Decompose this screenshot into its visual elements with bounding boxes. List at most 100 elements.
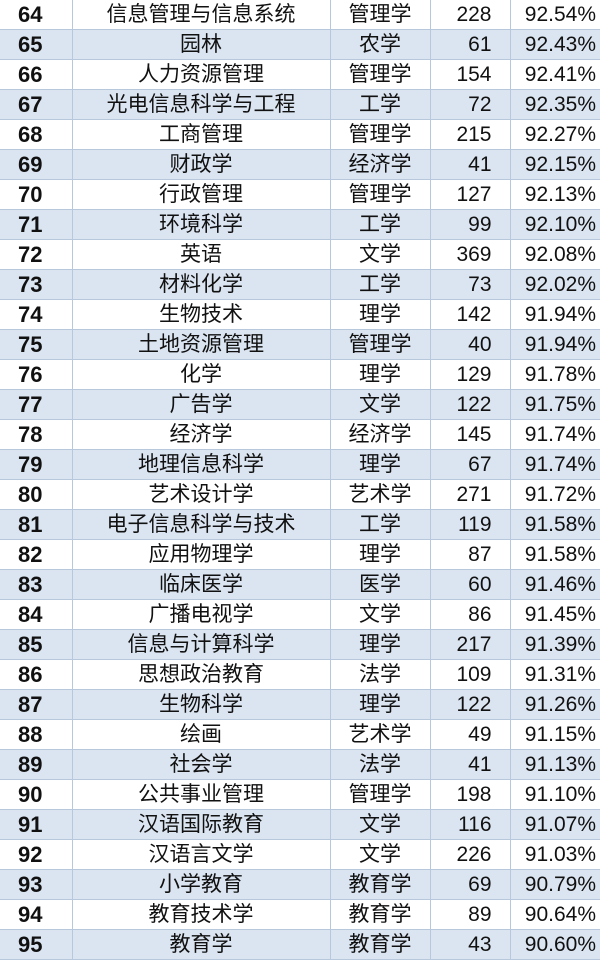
rank-cell: 84 [0, 599, 73, 630]
rank-cell: 77 [0, 389, 73, 420]
count-cell: 72 [430, 89, 511, 120]
rate-cell: 91.58% [510, 539, 600, 570]
rank-cell: 79 [0, 449, 73, 480]
category-cell: 文学 [330, 809, 431, 840]
rate-cell: 91.94% [510, 329, 600, 360]
major-cell: 绘画 [72, 719, 331, 750]
rate-cell: 91.45% [510, 599, 600, 630]
major-cell: 人力资源管理 [72, 59, 331, 90]
major-cell: 材料化学 [72, 269, 331, 300]
rate-cell: 92.15% [510, 149, 600, 180]
rank-cell: 82 [0, 539, 73, 570]
rate-cell: 91.03% [510, 839, 600, 870]
rate-cell: 91.26% [510, 689, 600, 720]
major-cell: 生物科学 [72, 689, 331, 720]
rate-cell: 92.41% [510, 59, 600, 90]
count-cell: 271 [430, 479, 511, 510]
rank-cell: 85 [0, 629, 73, 660]
major-cell: 地理信息科学 [72, 449, 331, 480]
table-row: 91 汉语国际教育 文学 116 91.07% [0, 809, 600, 840]
category-cell: 艺术学 [330, 719, 431, 750]
category-cell: 理学 [330, 629, 431, 660]
category-cell: 工学 [330, 269, 431, 300]
table-row: 85 信息与计算科学 理学 217 91.39% [0, 629, 600, 660]
rank-cell: 66 [0, 59, 73, 90]
major-cell: 广播电视学 [72, 599, 331, 630]
count-cell: 89 [430, 899, 511, 930]
category-cell: 艺术学 [330, 479, 431, 510]
table-row: 92 汉语言文学 文学 226 91.03% [0, 839, 600, 870]
category-cell: 经济学 [330, 149, 431, 180]
major-cell: 行政管理 [72, 179, 331, 210]
count-cell: 49 [430, 719, 511, 750]
major-cell: 小学教育 [72, 869, 331, 900]
count-cell: 122 [430, 389, 511, 420]
category-cell: 理学 [330, 689, 431, 720]
major-cell: 汉语国际教育 [72, 809, 331, 840]
major-cell: 生物技术 [72, 299, 331, 330]
count-cell: 86 [430, 599, 511, 630]
rank-cell: 90 [0, 779, 73, 810]
major-cell: 园林 [72, 29, 331, 60]
major-cell: 信息与计算科学 [72, 629, 331, 660]
rate-cell: 91.10% [510, 779, 600, 810]
rank-cell: 92 [0, 839, 73, 870]
rank-cell: 78 [0, 419, 73, 450]
table-row: 73 材料化学 工学 73 92.02% [0, 269, 600, 300]
count-cell: 226 [430, 839, 511, 870]
major-cell: 教育技术学 [72, 899, 331, 930]
count-cell: 369 [430, 239, 511, 270]
major-cell: 财政学 [72, 149, 331, 180]
category-cell: 理学 [330, 299, 431, 330]
rate-cell: 91.74% [510, 419, 600, 450]
rate-cell: 92.54% [510, 0, 600, 30]
count-cell: 116 [430, 809, 511, 840]
rate-cell: 92.13% [510, 179, 600, 210]
category-cell: 医学 [330, 569, 431, 600]
rate-cell: 92.02% [510, 269, 600, 300]
count-cell: 99 [430, 209, 511, 240]
table-row: 93 小学教育 教育学 69 90.79% [0, 869, 600, 900]
rate-cell: 91.39% [510, 629, 600, 660]
rank-cell: 94 [0, 899, 73, 930]
table-row: 95 教育学 教育学 43 90.60% [0, 929, 600, 960]
major-cell: 艺术设计学 [72, 479, 331, 510]
major-cell: 信息管理与信息系统 [72, 0, 331, 30]
count-cell: 119 [430, 509, 511, 540]
category-cell: 管理学 [330, 179, 431, 210]
major-cell: 应用物理学 [72, 539, 331, 570]
category-cell: 管理学 [330, 119, 431, 150]
count-cell: 145 [430, 419, 511, 450]
category-cell: 工学 [330, 89, 431, 120]
category-cell: 教育学 [330, 869, 431, 900]
category-cell: 工学 [330, 209, 431, 240]
major-cell: 思想政治教育 [72, 659, 331, 690]
rate-cell: 91.31% [510, 659, 600, 690]
rank-cell: 80 [0, 479, 73, 510]
table-row: 80 艺术设计学 艺术学 271 91.72% [0, 479, 600, 510]
rank-cell: 89 [0, 749, 73, 780]
major-cell: 临床医学 [72, 569, 331, 600]
rate-cell: 91.78% [510, 359, 600, 390]
table-row: 83 临床医学 医学 60 91.46% [0, 569, 600, 600]
count-cell: 73 [430, 269, 511, 300]
rank-cell: 81 [0, 509, 73, 540]
table-row: 65 园林 农学 61 92.43% [0, 29, 600, 60]
major-cell: 教育学 [72, 929, 331, 960]
rank-cell: 83 [0, 569, 73, 600]
rate-cell: 90.64% [510, 899, 600, 930]
table-row: 79 地理信息科学 理学 67 91.74% [0, 449, 600, 480]
rank-cell: 71 [0, 209, 73, 240]
count-cell: 43 [430, 929, 511, 960]
category-cell: 经济学 [330, 419, 431, 450]
major-cell: 英语 [72, 239, 331, 270]
count-cell: 67 [430, 449, 511, 480]
major-cell: 化学 [72, 359, 331, 390]
major-cell: 社会学 [72, 749, 331, 780]
major-cell: 工商管理 [72, 119, 331, 150]
category-cell: 法学 [330, 749, 431, 780]
major-cell: 经济学 [72, 419, 331, 450]
category-cell: 文学 [330, 239, 431, 270]
count-cell: 61 [430, 29, 511, 60]
count-cell: 142 [430, 299, 511, 330]
